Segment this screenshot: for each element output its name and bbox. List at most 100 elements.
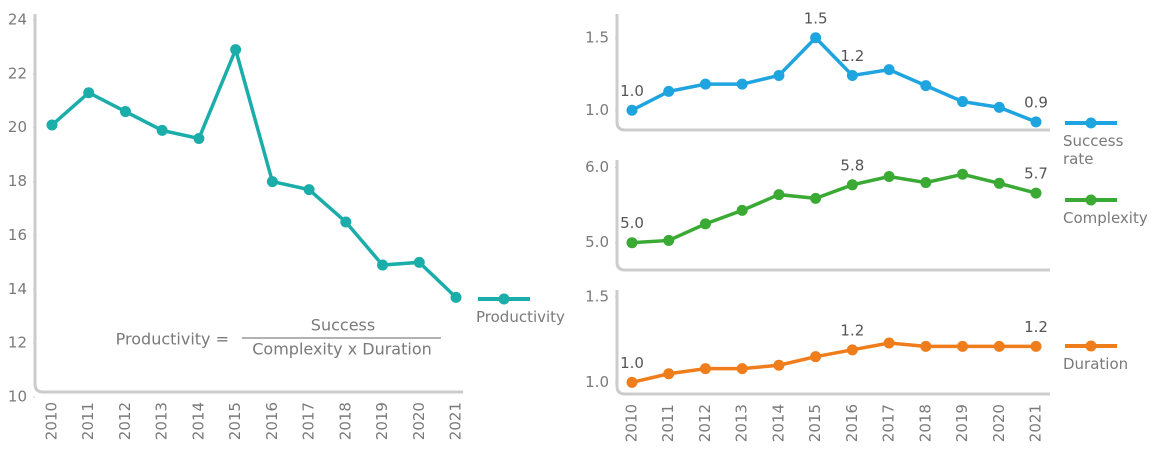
x-tick-label: 2014 (769, 404, 787, 442)
formula-numerator: Success (311, 316, 375, 335)
x-tick-label: 2011 (79, 402, 97, 440)
x-tick-label: 2012 (696, 404, 714, 442)
y-tick-label: 1.5 (585, 28, 609, 46)
axis (33, 14, 463, 394)
point (1030, 116, 1042, 128)
y-tick-label: 24 (8, 11, 27, 29)
point (230, 44, 242, 56)
point (156, 124, 168, 136)
value-label: 1.2 (840, 321, 864, 339)
value-label: 1.0 (620, 354, 644, 372)
point (810, 192, 822, 204)
point (810, 351, 822, 363)
x-tick-label: 2020 (990, 404, 1008, 442)
point (663, 234, 675, 246)
legend-label: Complexity (1063, 209, 1148, 227)
value-label: 1.2 (840, 47, 864, 65)
x-tick-label: 2015 (226, 402, 244, 440)
point (119, 106, 131, 118)
value-label: 5.8 (840, 156, 864, 174)
point (83, 87, 95, 99)
point (626, 376, 638, 388)
point (626, 104, 638, 116)
line (631, 172, 1037, 245)
formula-lhs: Productivity = (116, 330, 229, 349)
point (957, 168, 969, 180)
point (736, 78, 748, 90)
point (699, 78, 711, 90)
formula-denominator: Complexity x Duration (252, 340, 432, 359)
point (773, 359, 785, 371)
x-tick-label: 2010 (623, 404, 641, 442)
point (377, 259, 389, 271)
point (920, 340, 932, 352)
point (993, 340, 1005, 352)
value-label: 5.7 (1024, 165, 1048, 183)
point (46, 119, 58, 131)
legend-label: Duration (1063, 355, 1129, 373)
y-tick-label: 12 (8, 334, 27, 352)
point (920, 177, 932, 189)
x-tick-label: 2017 (880, 404, 898, 442)
point (699, 363, 711, 375)
point (993, 101, 1005, 113)
point (450, 291, 462, 303)
point (663, 85, 675, 97)
legend-label: Productivity (476, 308, 565, 326)
point (699, 218, 711, 230)
x-tick-label: 2012 (116, 402, 134, 440)
value-label: 1.0 (620, 82, 644, 100)
y-tick-label: 10 (8, 388, 27, 406)
point (846, 69, 858, 81)
axis (615, 14, 1050, 132)
x-tick-label: 2011 (659, 404, 677, 442)
x-tick-label: 2010 (43, 402, 61, 440)
x-tick-label: 2013 (153, 402, 171, 440)
point (883, 337, 895, 349)
legend-dot (1085, 117, 1097, 129)
point (303, 184, 315, 196)
value-label: 5.0 (620, 214, 644, 232)
line (50, 44, 458, 299)
y-tick-label: 5.0 (585, 233, 609, 251)
y-tick-label: 22 (8, 64, 27, 82)
point (993, 177, 1005, 189)
point (773, 69, 785, 81)
x-tick-label: 2021 (447, 402, 465, 440)
value-label: 0.9 (1024, 93, 1048, 111)
point (663, 368, 675, 380)
x-tick-label: 2014 (189, 402, 207, 440)
point (266, 176, 278, 188)
y-tick-label: 1.5 (585, 287, 609, 305)
value-label: 1.2 (1024, 318, 1048, 336)
point (957, 340, 969, 352)
x-tick-label: 2019 (953, 404, 971, 442)
point (883, 64, 895, 76)
x-tick-label: 2016 (263, 402, 281, 440)
point (1030, 187, 1042, 199)
y-tick-label: 6.0 (585, 158, 609, 176)
y-tick-label: 1.0 (585, 101, 609, 119)
y-tick-label: 1.0 (585, 373, 609, 391)
point (413, 256, 425, 268)
axis (615, 160, 1050, 272)
point (920, 80, 932, 92)
point (193, 132, 205, 144)
y-tick-label: 20 (8, 118, 27, 136)
point (340, 216, 352, 228)
point (1030, 340, 1042, 352)
point (957, 96, 969, 108)
y-tick-label: 18 (8, 172, 27, 190)
x-tick-label: 2019 (373, 402, 391, 440)
point (883, 171, 895, 183)
point (626, 237, 638, 249)
legend-label: Success rate (1063, 132, 1124, 168)
x-tick-label: 2017 (300, 402, 318, 440)
x-tick-label: 2016 (843, 404, 861, 442)
x-tick-label: 2018 (336, 402, 354, 440)
point (773, 189, 785, 201)
point (810, 32, 822, 44)
x-tick-label: 2018 (916, 404, 934, 442)
